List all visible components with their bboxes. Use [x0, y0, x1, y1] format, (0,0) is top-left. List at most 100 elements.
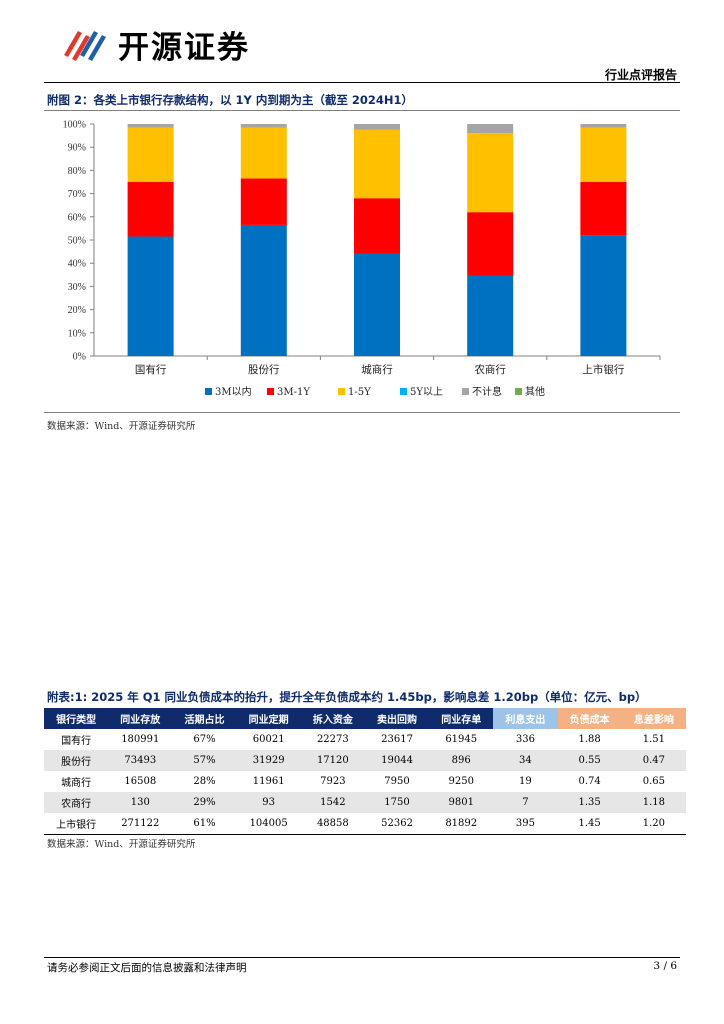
- table-title: 附表:1: 2025 年 Q1 同业负债成本的抬升，提升全年负债成本约 1.45…: [47, 690, 647, 704]
- table-cell: 34: [493, 750, 558, 771]
- brand-name: 开源证券: [118, 30, 250, 66]
- page-number: 3 / 6: [653, 960, 677, 972]
- table-cell: 395: [493, 813, 558, 835]
- table-header-cell: 同业定期: [236, 708, 301, 729]
- legend-label-3: 5Y以上: [410, 386, 443, 398]
- table-cell: 0.55: [557, 750, 622, 771]
- y-tick-label: 70%: [68, 189, 86, 200]
- y-tick-label: 100%: [63, 120, 86, 131]
- disclaimer-note: 请务必参阅正文后面的信息披露和法律声明: [47, 962, 247, 974]
- y-tick-label: 90%: [68, 143, 86, 154]
- table-cell: 1542: [300, 792, 365, 813]
- table-cell: 23617: [381, 734, 413, 745]
- table-cell: 7950: [384, 776, 410, 787]
- table-cell: 0.74: [578, 776, 601, 787]
- table-cell: 104005: [236, 813, 301, 835]
- legend-label-1: 3M-1Y: [277, 387, 310, 398]
- table-cell: 19: [519, 776, 532, 787]
- x-tick-label: 农商行: [474, 363, 506, 376]
- bar-segment-4-4: [580, 124, 627, 128]
- x-tick-label: 国有行: [135, 363, 167, 376]
- legend-swatch-4: [462, 388, 469, 395]
- y-tick-label: 0%: [73, 352, 86, 363]
- legend-swatch-0: [205, 388, 212, 395]
- legend-swatch-1: [267, 388, 274, 395]
- table-header-cell: 银行类型: [44, 708, 109, 729]
- y-tick-label: 40%: [68, 259, 86, 270]
- header-divider: [44, 82, 680, 83]
- y-tick-label: 80%: [68, 166, 86, 177]
- figure-bottom-divider: [44, 412, 680, 413]
- table-cell: 上市银行: [44, 813, 109, 835]
- legend-label-4: 不计息: [472, 385, 502, 398]
- table-header-cell: 同业存放: [108, 708, 173, 729]
- table-cell: 1.51: [642, 734, 665, 745]
- table-cell: 国有行: [61, 736, 92, 747]
- legend-label-2: 1-5Y: [348, 387, 371, 398]
- table-cell: 9801: [429, 792, 494, 813]
- footer-divider: [44, 957, 680, 958]
- y-tick-label: 20%: [68, 305, 86, 316]
- bar-segment-3-4: [467, 124, 514, 134]
- bar-segment-2-4: [354, 124, 400, 130]
- table-cell: 336: [515, 734, 535, 745]
- table-cell: 29%: [172, 792, 237, 813]
- table-cell: 93: [236, 792, 301, 813]
- table-header-cell: 同业存单: [429, 708, 494, 729]
- stacked-bar-chart: 0% 10% 20% 30% 40% 50% 60% 70% 80% 90% 100% 国有行 股份行 城…: [63, 120, 661, 398]
- table-cell: 1.88: [578, 734, 601, 745]
- table-cell: 60021: [252, 734, 285, 745]
- interbank-liability-table: 银行类型 同业存放 活期占比 同业定期 拆入资金 卖出回购 同业存单 利息支出 负债成本 息差影响…: [44, 708, 686, 835]
- table-cell: 31929: [236, 750, 301, 771]
- table-cell: 61%: [172, 813, 237, 835]
- y-tick-label: 50%: [68, 236, 86, 247]
- table-cell: 农商行: [44, 792, 109, 813]
- table-cell: 271122: [108, 813, 173, 835]
- bar-segment-1-1: [240, 178, 287, 225]
- table-cell: 19044: [364, 750, 430, 771]
- figure-title-divider: [44, 110, 680, 111]
- bar-segment-1-2: [240, 127, 287, 179]
- table-row: 股份行 73493 57% 31929 17120 19044 896 34 0.55 0.47: [44, 750, 686, 771]
- bar-segment-4-0: [580, 235, 627, 356]
- table-cell: 城商行: [61, 778, 92, 789]
- table-cell: 0.47: [621, 750, 686, 771]
- table-row: 上市银行 271122 61% 104005 48858 52362 81892 395 1.4…: [44, 813, 686, 835]
- table-header-cell: 负债成本: [557, 708, 622, 729]
- table-cell: 股份行: [44, 750, 109, 771]
- bar-segment-2-0: [354, 253, 400, 356]
- legend-swatch-2: [338, 388, 345, 395]
- legend-label-0: 3M以内: [215, 385, 252, 398]
- bar-segment-0-4: [127, 124, 174, 128]
- x-tick-label: 上市银行: [582, 363, 624, 376]
- bar-segment-0-2: [127, 127, 174, 182]
- table-row: 国有行 180991 67% 60021 22273 23617 61945 336 1.88 1…: [44, 729, 686, 750]
- table-source: 数据来源：Wind、开源证券研究所: [47, 839, 196, 850]
- bar-segment-3-2: [467, 133, 514, 213]
- table-cell: 7923: [320, 776, 346, 787]
- deposit-structure-chart: 0% 10% 20% 30% 40% 50% 60% 70% 80% 90% 100% 国有行 股份行 城…: [44, 112, 680, 408]
- table-row: 城商行 16508 28% 11961 7923 7950 9250 19 0.74 0.65: [44, 771, 686, 792]
- figure-source: 数据来源：Wind、开源证券研究所: [47, 421, 196, 432]
- table-cell: 67%: [193, 734, 216, 745]
- table-cell: 52362: [364, 813, 430, 835]
- x-tick-label: 城商行: [361, 363, 393, 376]
- bar-segment-0-0: [127, 236, 174, 356]
- table-header-cell: 卖出回购: [364, 708, 430, 729]
- bar-segment-1-4: [240, 124, 287, 128]
- table-body: 国有行 180991 67% 60021 22273 23617 61945 336 1.88 1…: [44, 729, 686, 835]
- bar-segment-3-0: [467, 275, 514, 356]
- figure-title: 附图 2：各类上市银行存款结构，以 1Y 内到期为主（截至 2024H1）: [47, 93, 413, 107]
- table-cell: 28%: [193, 776, 216, 787]
- table-cell: 7: [493, 792, 558, 813]
- bar-segment-4-2: [580, 127, 627, 182]
- y-tick-label: 10%: [68, 328, 86, 339]
- legend-label-5: 其他: [525, 385, 545, 398]
- kaiyuan-logo-icon: [64, 30, 106, 61]
- bar-segment-1-0: [240, 224, 287, 356]
- table-cell: 1.35: [557, 792, 622, 813]
- table-header-cell: 息差影响: [621, 708, 686, 729]
- bar-segment-2-1: [354, 198, 400, 254]
- table-cell: 1.20: [621, 813, 686, 835]
- bar-segment-0-1: [127, 182, 174, 237]
